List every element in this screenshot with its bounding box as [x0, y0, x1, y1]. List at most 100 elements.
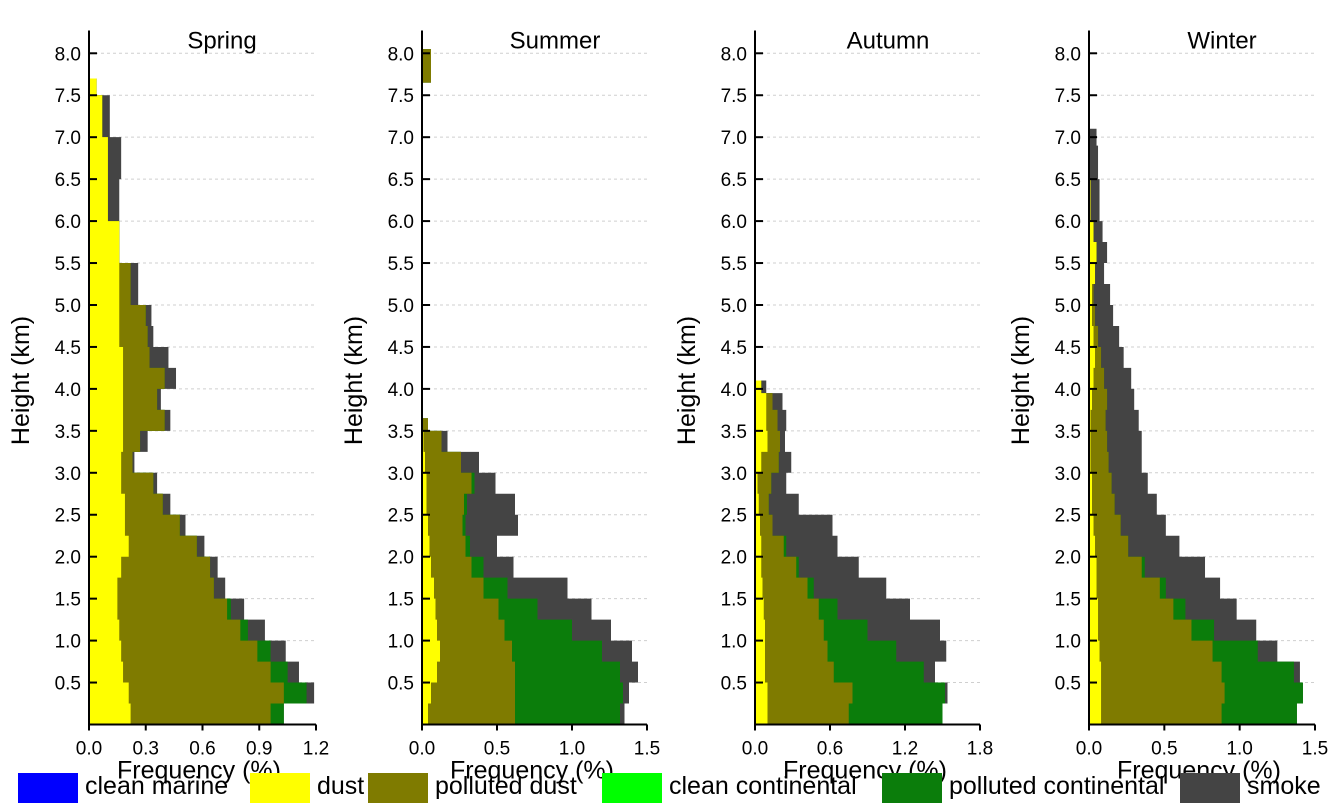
legend-label-polluted-continental: polluted continental [949, 772, 1165, 800]
y-tick-label: 1.5 [1055, 590, 1081, 611]
x-tick-label: 0.0 [409, 739, 435, 760]
x-tick-label: 1.5 [634, 739, 660, 760]
y-tick-label: 0.5 [1055, 674, 1081, 695]
y-tick-label: 6.5 [388, 170, 414, 191]
y-tick-label: 3.5 [55, 422, 81, 443]
y-axis-label: Height (km) [7, 316, 35, 445]
y-tick-label: 5.0 [721, 296, 747, 317]
y-tick-label: 1.5 [55, 590, 81, 611]
y-tick-label: 3.5 [721, 422, 747, 443]
y-tick-label: 4.5 [55, 338, 81, 359]
y-tick-label: 7.0 [55, 128, 81, 149]
y-tick-label: 0.5 [55, 674, 81, 695]
legend-label-clean-continental: clean continental [669, 772, 857, 800]
y-tick-label: 7.5 [55, 86, 81, 107]
x-tick-label: 0.6 [189, 739, 215, 760]
x-tick-label: 0.3 [133, 739, 159, 760]
y-tick-label: 6.0 [721, 212, 747, 233]
y-tick-label: 0.5 [388, 674, 414, 695]
y-tick-label: 5.5 [1055, 254, 1081, 275]
x-axis-label: Frequency (%) [450, 757, 614, 785]
panel-title: Spring [187, 28, 256, 55]
y-tick-label: 4.0 [55, 380, 81, 401]
legend: clean marine dust polluted dust clean co… [18, 766, 1330, 806]
panel-spring: 0.5 1.0 1.5 2.0 2.5 3.0 3.5 4.0 4.5 5.0 5.5 6.0 6.5 7… [7, 28, 329, 785]
panel-winter: 0.5 1.0 1.5 2.0 2.5 3.0 3.5 4.0 4.5 5.0 5.5 6.0 6.5 7… [1007, 28, 1328, 785]
x-tick-label: 1.5 [1302, 739, 1328, 760]
y-tick-label: 1.0 [1055, 632, 1081, 653]
y-tick-label: 5.0 [55, 296, 81, 317]
legend-swatch-polluted-dust [368, 773, 428, 803]
panel-title: Autumn [847, 28, 930, 55]
x-tick-label: 0.0 [76, 739, 102, 760]
y-tick-label: 6.5 [721, 170, 747, 191]
legend-label-dust: dust [317, 772, 365, 800]
legend-swatch-dust [250, 773, 310, 803]
y-tick-label: 4.0 [388, 380, 414, 401]
y-tick-label: 5.5 [388, 254, 414, 275]
x-tick-label: 1.0 [559, 739, 585, 760]
y-tick-label: 1.5 [388, 590, 414, 611]
y-tick-label: 2.5 [1055, 506, 1081, 527]
y-axis-label: Height (km) [673, 316, 701, 445]
y-tick-label: 3.0 [1055, 464, 1081, 485]
y-tick-label: 4.0 [1055, 380, 1081, 401]
y-tick-label: 8.0 [1055, 44, 1081, 65]
series-polluted-dust [1089, 179, 1225, 725]
x-tick-label: 1.2 [892, 739, 918, 760]
x-tick-label: 0.6 [817, 739, 843, 760]
legend-swatch-clean-marine [18, 773, 78, 803]
y-tick-label: 6.5 [1055, 170, 1081, 191]
y-tick-label: 8.0 [55, 44, 81, 65]
y-tick-label: 7.0 [1055, 128, 1081, 149]
legend-label-clean-marine: clean marine [85, 772, 229, 800]
y-tick-label: 3.0 [721, 464, 747, 485]
legend-label-polluted-dust: polluted dust [435, 772, 577, 800]
y-tick-label: 4.0 [721, 380, 747, 401]
y-tick-label: 3.0 [55, 464, 81, 485]
x-tick-label: 0.5 [484, 739, 510, 760]
y-tick-label: 7.5 [1055, 86, 1081, 107]
series-polluted-dust [755, 380, 853, 725]
y-tick-label: 1.0 [388, 632, 414, 653]
y-tick-label: 0.5 [721, 674, 747, 695]
series-polluted-dust [422, 49, 515, 725]
series-dust [422, 430, 440, 725]
y-tick-label: 4.5 [721, 338, 747, 359]
y-tick-label: 4.5 [1055, 338, 1081, 359]
y-tick-label: 2.5 [388, 506, 414, 527]
y-tick-label: 3.5 [388, 422, 414, 443]
y-tick-label: 6.0 [1055, 212, 1081, 233]
y-tick-label: 2.0 [55, 548, 81, 569]
y-tick-label: 5.0 [388, 296, 414, 317]
series-dust [89, 78, 131, 725]
y-tick-label: 7.0 [721, 128, 747, 149]
y-tick-label: 7.0 [388, 128, 414, 149]
y-tick-label: 7.5 [721, 86, 747, 107]
panel-summer: 0.5 1.0 1.5 2.0 2.5 3.0 3.5 4.0 4.5 5.0 5.5 6.0 6.5 7… [340, 28, 660, 785]
y-tick-label: 1.0 [55, 632, 81, 653]
y-tick-label: 2.0 [388, 548, 414, 569]
panel-title: Summer [510, 28, 601, 55]
x-tick-label: 0.0 [742, 739, 768, 760]
series-polluted-dust [89, 78, 284, 725]
y-tick-label: 4.5 [388, 338, 414, 359]
y-tick-label: 8.0 [721, 44, 747, 65]
x-tick-label: 1.2 [303, 739, 329, 760]
panel-title: Winter [1187, 28, 1256, 55]
x-tick-label: 1.0 [1226, 739, 1252, 760]
y-tick-label: 1.0 [721, 632, 747, 653]
series-dust [755, 380, 768, 725]
legend-swatch-polluted-continental [882, 773, 942, 803]
y-tick-label: 5.0 [1055, 296, 1081, 317]
y-tick-label: 8.0 [388, 44, 414, 65]
series-dust [1089, 179, 1102, 725]
x-tick-label: 0.5 [1151, 739, 1177, 760]
x-tick-label: 1.8 [967, 739, 993, 760]
legend-label-smoke: smoke [1247, 772, 1321, 800]
y-tick-label: 3.5 [1055, 422, 1081, 443]
y-tick-label: 7.5 [388, 86, 414, 107]
panel-autumn: 0.5 1.0 1.5 2.0 2.5 3.0 3.5 4.0 4.5 5.0 5.5 6.0 6.5 7… [673, 28, 993, 785]
y-tick-label: 5.5 [721, 254, 747, 275]
